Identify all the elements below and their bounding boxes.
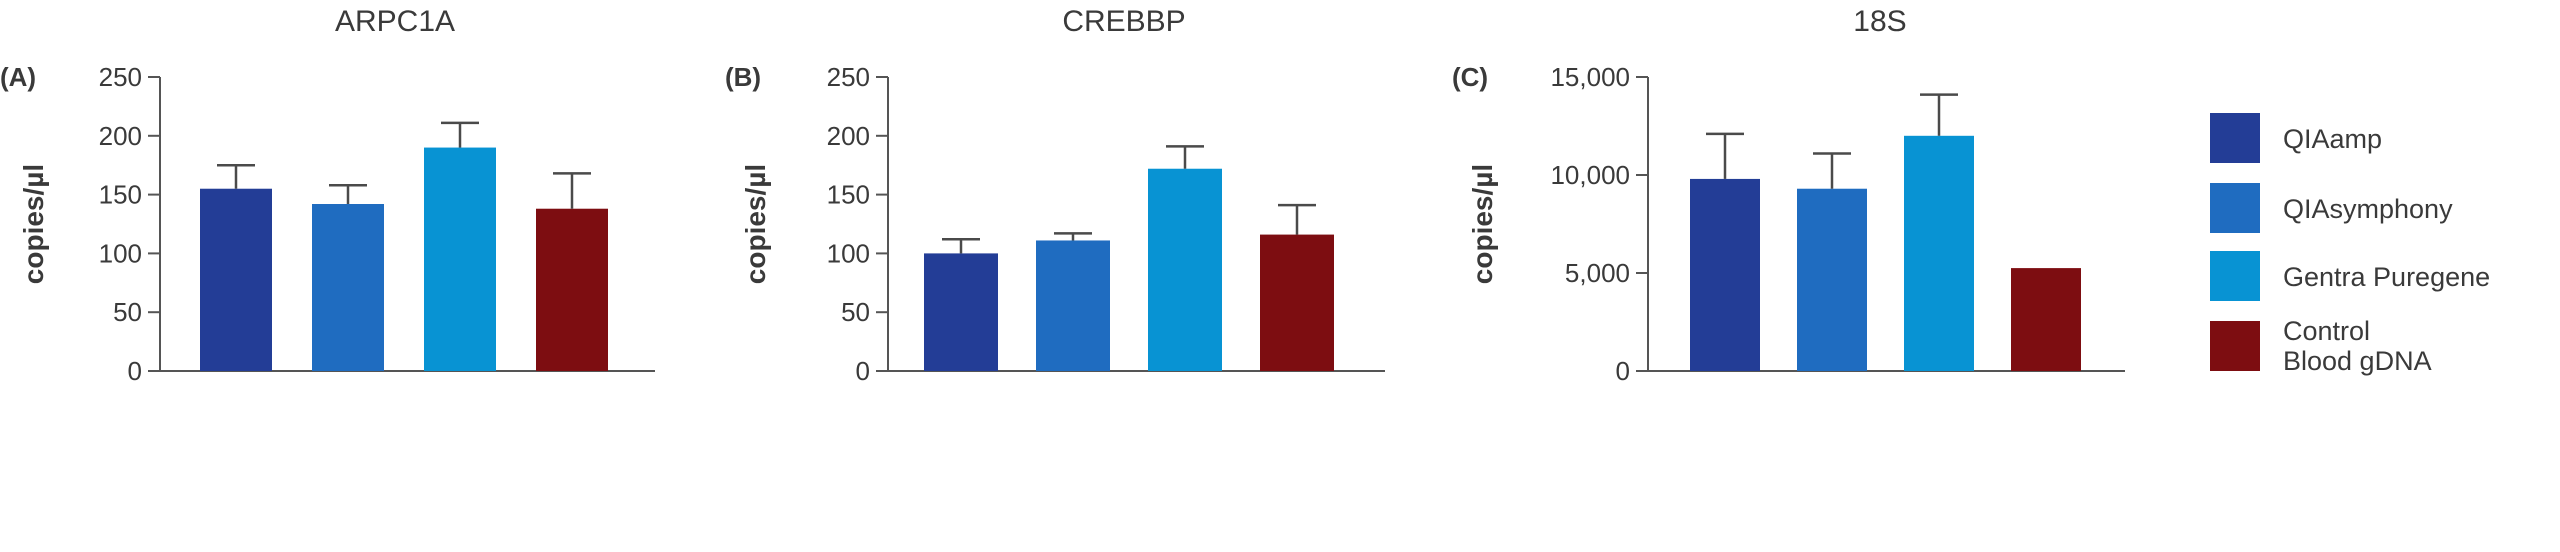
bar-2 <box>1036 240 1110 371</box>
legend-label-line2: Blood gDNA <box>2283 346 2432 376</box>
bar-1 <box>924 253 998 371</box>
y-tick-label: 10,000 <box>1550 160 1630 190</box>
bar-3 <box>424 147 496 371</box>
bar-3 <box>1148 168 1222 371</box>
panel-label: (A) <box>0 62 36 92</box>
bar-3 <box>1904 135 1974 371</box>
y-tick-label: 200 <box>99 121 142 151</box>
legend-label: QIAamp <box>2283 124 2382 154</box>
y-tick-label: 50 <box>113 297 142 327</box>
legend-label: Control <box>2283 316 2370 346</box>
chart-panel-3: 18S (C) copies/µl 0 5,000 10,000 15,000 <box>1452 5 2125 386</box>
legend-swatch-1 <box>2210 113 2260 163</box>
y-tick-label: 0 <box>856 356 870 386</box>
y-tick-label: 100 <box>827 238 870 268</box>
y-tick-label: 50 <box>841 297 870 327</box>
chart-title: 18S <box>1853 5 1906 38</box>
legend: QIAamp QIAsymphony Gentra Puregene ControlB… <box>2210 113 2490 376</box>
bar-4 <box>1260 234 1334 371</box>
bar-4 <box>2011 268 2081 371</box>
chart-panel-2: CREBBP (B) copies/µl 0 50 100 150 200 250 <box>725 5 1385 386</box>
y-axis-label: copies/µl <box>1467 164 1498 284</box>
legend-swatch-2 <box>2210 183 2260 233</box>
bar-2 <box>1797 188 1867 371</box>
y-tick-label: 150 <box>827 180 870 210</box>
bar-4 <box>536 208 608 371</box>
y-tick-label: 0 <box>128 356 142 386</box>
y-tick-label: 5,000 <box>1565 258 1630 288</box>
panel-label: (B) <box>725 62 761 92</box>
panel-label: (C) <box>1452 62 1488 92</box>
bar-1 <box>200 188 272 371</box>
y-tick-label: 250 <box>99 62 142 92</box>
chart-panel-1: ARPC1A (A) copies/µl 0 50 100 150 200 250 <box>0 5 655 386</box>
y-tick-label: 200 <box>827 121 870 151</box>
chart-title: CREBBP <box>1062 5 1185 38</box>
y-tick-label: 15,000 <box>1550 62 1630 92</box>
y-tick-label: 250 <box>827 62 870 92</box>
legend-swatch-3 <box>2210 251 2260 301</box>
y-tick-label: 0 <box>1616 356 1630 386</box>
y-tick-label: 100 <box>99 238 142 268</box>
y-axis-label: copies/µl <box>740 164 771 284</box>
legend-label: QIAsymphony <box>2283 194 2453 224</box>
y-axis-label: copies/µl <box>18 164 49 284</box>
y-tick-label: 150 <box>99 180 142 210</box>
legend-label: Gentra Puregene <box>2283 262 2490 292</box>
chart-title: ARPC1A <box>335 5 455 38</box>
legend-swatch-4 <box>2210 321 2260 371</box>
bar-1 <box>1690 178 1760 371</box>
bar-2 <box>312 204 384 371</box>
